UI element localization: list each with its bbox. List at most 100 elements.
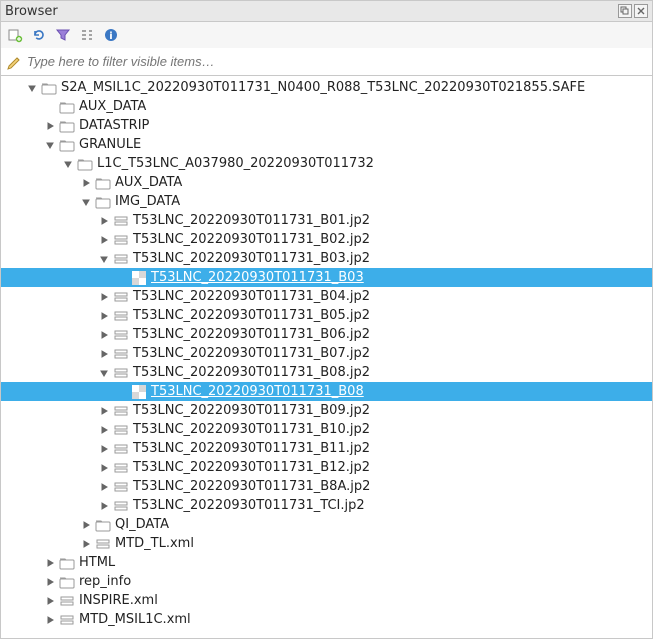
- tree-item-label: T53LNC_20220930T011731_B08: [151, 384, 364, 399]
- tree-row[interactable]: T53LNC_20220930T011731_B04.jp2: [1, 287, 652, 306]
- expander-icon[interactable]: [43, 575, 57, 589]
- tree-row[interactable]: T53LNC_20220930T011731_B03.jp2: [1, 249, 652, 268]
- expander-icon[interactable]: [43, 613, 57, 627]
- expander-icon[interactable]: [97, 404, 111, 418]
- expander-icon[interactable]: [97, 233, 111, 247]
- expander-icon[interactable]: [79, 195, 93, 209]
- tree-row[interactable]: MTD_TL.xml: [1, 534, 652, 553]
- expander-icon[interactable]: [25, 81, 39, 95]
- xml-icon: [95, 536, 111, 552]
- expander-icon[interactable]: [43, 138, 57, 152]
- folder-icon: [95, 194, 111, 210]
- expander-icon[interactable]: [97, 309, 111, 323]
- tree-item-label: T53LNC_20220930T011731_B05.jp2: [133, 308, 370, 323]
- tree-row[interactable]: IMG_DATA: [1, 192, 652, 211]
- panel-title: Browser: [5, 4, 616, 19]
- tree-row[interactable]: MTD_MSIL1C.xml: [1, 610, 652, 629]
- expander-icon[interactable]: [97, 461, 111, 475]
- tree-row[interactable]: T53LNC_20220930T011731_B01.jp2: [1, 211, 652, 230]
- tree-row[interactable]: T53LNC_20220930T011731_B08.jp2: [1, 363, 652, 382]
- expander-icon[interactable]: [97, 423, 111, 437]
- tree-row[interactable]: INSPIRE.xml: [1, 591, 652, 610]
- tree-item-label: AUX_DATA: [79, 99, 146, 114]
- filter-input[interactable]: [27, 54, 648, 69]
- collapse-all-button[interactable]: [77, 25, 97, 45]
- tree-item-label: T53LNC_20220930T011731_B11.jp2: [133, 441, 370, 456]
- tree-row[interactable]: T53LNC_20220930T011731_B10.jp2: [1, 420, 652, 439]
- layer-icon: [113, 289, 129, 305]
- undock-button[interactable]: [618, 4, 632, 18]
- tree-view[interactable]: S2A_MSIL1C_20220930T011731_N0400_R088_T5…: [0, 76, 653, 639]
- expander-icon[interactable]: [43, 556, 57, 570]
- layer-icon: [113, 460, 129, 476]
- folder-icon: [59, 99, 75, 115]
- expander-icon[interactable]: [61, 157, 75, 171]
- tree-item-label: INSPIRE.xml: [79, 593, 158, 608]
- tree-row[interactable]: T53LNC_20220930T011731_B12.jp2: [1, 458, 652, 477]
- expander-icon[interactable]: [97, 328, 111, 342]
- expander-icon[interactable]: [97, 252, 111, 266]
- tree-item-label: T53LNC_20220930T011731_B10.jp2: [133, 422, 370, 437]
- tree-row[interactable]: S2A_MSIL1C_20220930T011731_N0400_R088_T5…: [1, 78, 652, 97]
- xml-icon: [59, 593, 75, 609]
- add-layer-button[interactable]: [5, 25, 25, 45]
- expander-icon[interactable]: [97, 480, 111, 494]
- layer-icon: [113, 251, 129, 267]
- tree-row[interactable]: T53LNC_20220930T011731_B08: [1, 382, 652, 401]
- tree-row[interactable]: AUX_DATA: [1, 173, 652, 192]
- tree-row[interactable]: DATASTRIP: [1, 116, 652, 135]
- expander-icon[interactable]: [97, 214, 111, 228]
- raster-icon: [131, 384, 147, 400]
- tree-row[interactable]: T53LNC_20220930T011731_B09.jp2: [1, 401, 652, 420]
- tree-item-label: T53LNC_20220930T011731_B12.jp2: [133, 460, 370, 475]
- close-button[interactable]: [634, 4, 648, 18]
- properties-button[interactable]: i: [101, 25, 121, 45]
- tree-item-label: IMG_DATA: [115, 194, 180, 209]
- tree-item-label: MTD_MSIL1C.xml: [79, 612, 191, 627]
- tree-row[interactable]: T53LNC_20220930T011731_B07.jp2: [1, 344, 652, 363]
- tree-item-label: T53LNC_20220930T011731_B07.jp2: [133, 346, 370, 361]
- expander-icon[interactable]: [79, 518, 93, 532]
- tree-row[interactable]: AUX_DATA: [1, 97, 652, 116]
- tree-row[interactable]: GRANULE: [1, 135, 652, 154]
- folder-icon: [59, 574, 75, 590]
- layer-icon: [113, 403, 129, 419]
- tree-item-label: T53LNC_20220930T011731_B09.jp2: [133, 403, 370, 418]
- expander-icon[interactable]: [43, 119, 57, 133]
- tree-row[interactable]: T53LNC_20220930T011731_B8A.jp2: [1, 477, 652, 496]
- tree-item-label: AUX_DATA: [115, 175, 182, 190]
- expander-icon[interactable]: [97, 347, 111, 361]
- tree-item-label: HTML: [79, 555, 115, 570]
- layer-icon: [113, 232, 129, 248]
- tree-row[interactable]: T53LNC_20220930T011731_B02.jp2: [1, 230, 652, 249]
- tree-row[interactable]: HTML: [1, 553, 652, 572]
- folder-icon: [59, 555, 75, 571]
- tree-item-label: T53LNC_20220930T011731_B8A.jp2: [133, 479, 370, 494]
- tree-item-label: T53LNC_20220930T011731_TCI.jp2: [133, 498, 365, 513]
- tree-row[interactable]: L1C_T53LNC_A037980_20220930T011732: [1, 154, 652, 173]
- tree-row[interactable]: T53LNC_20220930T011731_B06.jp2: [1, 325, 652, 344]
- expander-icon[interactable]: [79, 537, 93, 551]
- tree-row[interactable]: T53LNC_20220930T011731_B11.jp2: [1, 439, 652, 458]
- expander-icon[interactable]: [97, 442, 111, 456]
- tree-row[interactable]: T53LNC_20220930T011731_B03: [1, 268, 652, 287]
- tree-row[interactable]: T53LNC_20220930T011731_TCI.jp2: [1, 496, 652, 515]
- expander-icon[interactable]: [97, 366, 111, 380]
- tree-row[interactable]: QI_DATA: [1, 515, 652, 534]
- expander-icon[interactable]: [97, 499, 111, 513]
- expander-icon[interactable]: [43, 594, 57, 608]
- filter-button[interactable]: [53, 25, 73, 45]
- expander-icon[interactable]: [79, 176, 93, 190]
- layer-icon: [113, 308, 129, 324]
- refresh-button[interactable]: [29, 25, 49, 45]
- folder-icon: [95, 517, 111, 533]
- tree-row[interactable]: rep_info: [1, 572, 652, 591]
- layer-icon: [113, 213, 129, 229]
- tree-item-label: T53LNC_20220930T011731_B08.jp2: [133, 365, 370, 380]
- tree-item-label: T53LNC_20220930T011731_B03: [151, 270, 364, 285]
- tree-item-label: T53LNC_20220930T011731_B03.jp2: [133, 251, 370, 266]
- folder-icon: [41, 80, 57, 96]
- tree-row[interactable]: T53LNC_20220930T011731_B05.jp2: [1, 306, 652, 325]
- layer-icon: [113, 441, 129, 457]
- expander-icon[interactable]: [97, 290, 111, 304]
